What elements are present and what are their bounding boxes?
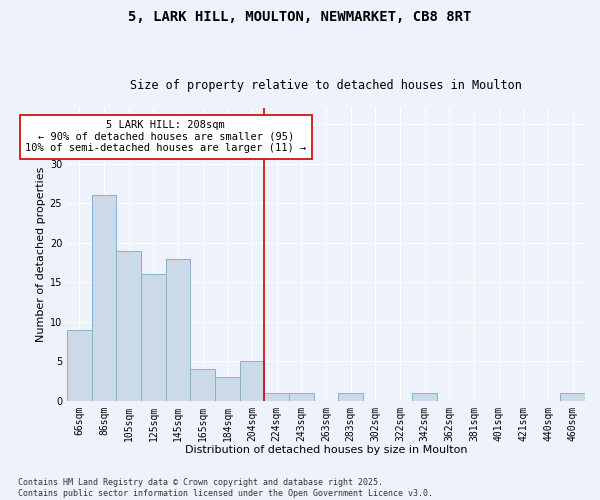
Bar	[412, 393, 437, 400]
X-axis label: Distribution of detached houses by size in Moulton: Distribution of detached houses by size …	[185, 445, 467, 455]
Bar	[338, 393, 363, 400]
Bar	[560, 393, 585, 400]
Bar	[215, 377, 240, 400]
Bar	[116, 250, 141, 400]
Bar	[67, 330, 92, 400]
Title: Size of property relative to detached houses in Moulton: Size of property relative to detached ho…	[130, 79, 522, 92]
Bar	[190, 369, 215, 400]
Text: Contains HM Land Registry data © Crown copyright and database right 2025.
Contai: Contains HM Land Registry data © Crown c…	[18, 478, 433, 498]
Text: 5, LARK HILL, MOULTON, NEWMARKET, CB8 8RT: 5, LARK HILL, MOULTON, NEWMARKET, CB8 8R…	[128, 10, 472, 24]
Bar	[92, 196, 116, 400]
Bar	[265, 393, 289, 400]
Bar	[141, 274, 166, 400]
Y-axis label: Number of detached properties: Number of detached properties	[35, 167, 46, 342]
Bar	[240, 361, 265, 401]
Bar	[166, 258, 190, 400]
Text: 5 LARK HILL: 208sqm
← 90% of detached houses are smaller (95)
10% of semi-detach: 5 LARK HILL: 208sqm ← 90% of detached ho…	[25, 120, 307, 154]
Bar	[289, 393, 314, 400]
